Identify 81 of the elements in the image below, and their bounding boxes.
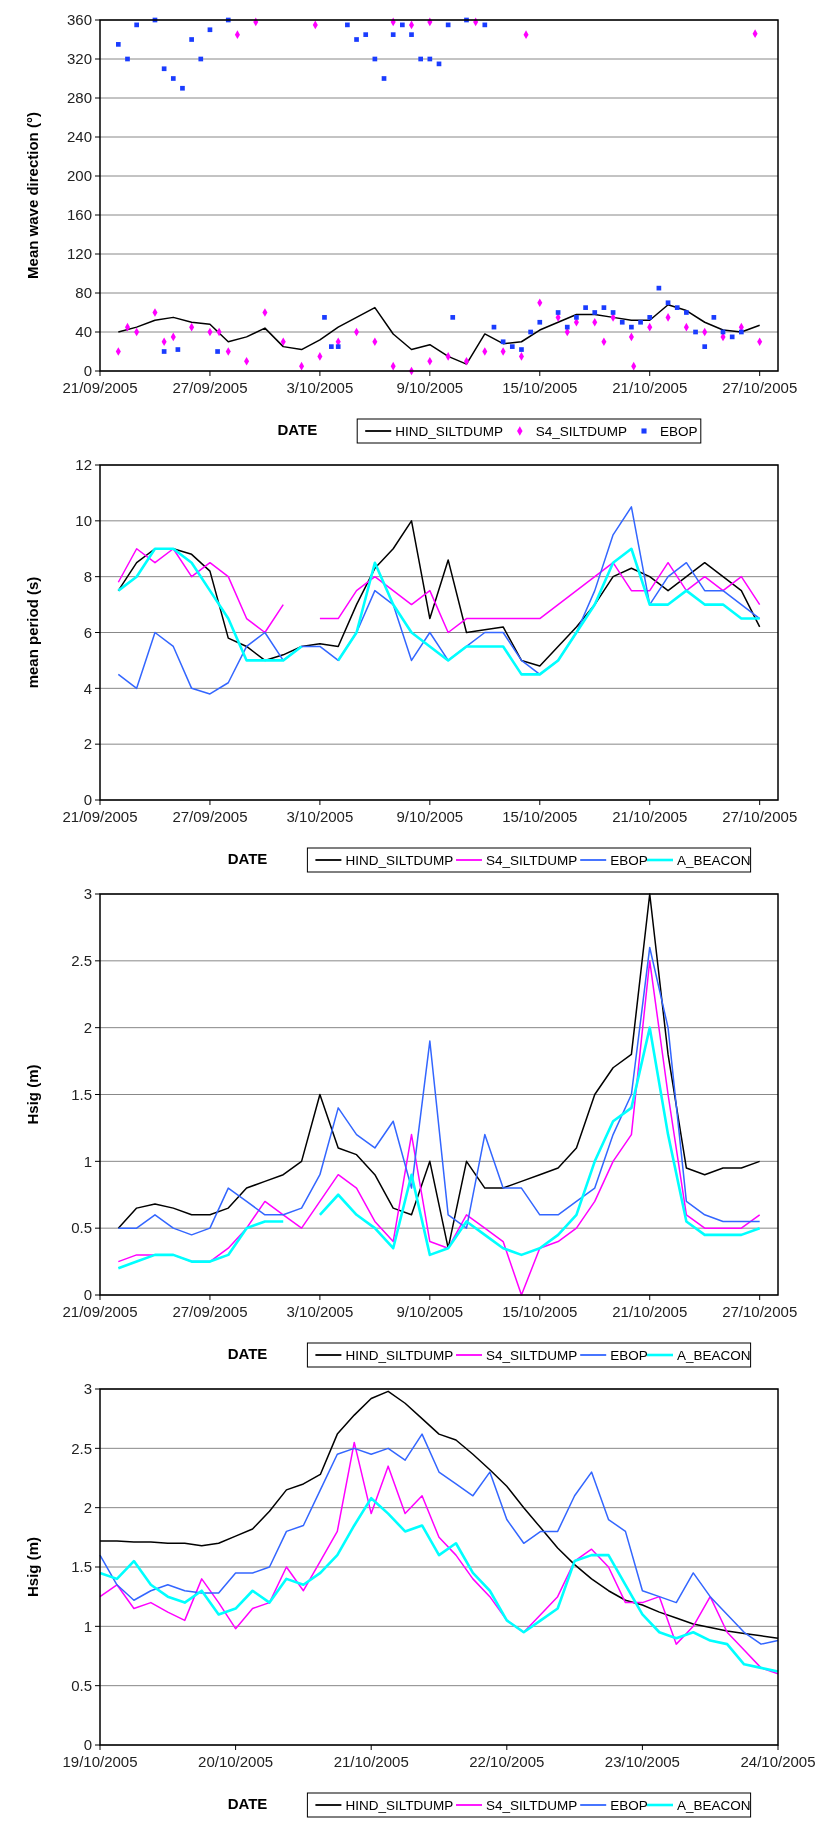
x-tick-label: 27/10/2005	[722, 808, 798, 825]
legend-label: S4_SILTDUMP	[486, 1347, 578, 1363]
y-tick-label: 2.5	[71, 952, 92, 970]
y-tick-label: 1.5	[71, 1085, 92, 1103]
y-tick-label: 0	[83, 362, 92, 380]
x-tick-label: 23/10/2005	[604, 1753, 680, 1770]
y-tick-label: 1	[83, 1152, 92, 1170]
y-tick-label: 2	[83, 735, 92, 753]
x-tick-label: 21/10/2005	[333, 1753, 409, 1770]
x-axis-title: DATE	[277, 421, 318, 438]
legend-label: S4_SILTDUMP	[486, 1797, 578, 1813]
x-axis-title: DATE	[227, 1795, 268, 1812]
y-axis-title: Mean wave direction (°)	[24, 112, 41, 279]
y-axis-title: mean period (s)	[24, 576, 41, 689]
y-tick-label: 120	[66, 245, 92, 263]
legend-label: S4_SILTDUMP	[486, 852, 578, 868]
x-tick-label: 9/10/2005	[396, 379, 464, 396]
x-tick-label: 21/10/2005	[612, 808, 688, 825]
y-tick-label: 160	[66, 206, 92, 224]
x-tick-label: 3/10/2005	[286, 1303, 354, 1320]
y-tick-label: 320	[66, 50, 92, 68]
legend-label: EBOP	[610, 1347, 648, 1363]
x-tick-label: 24/10/2005	[740, 1753, 816, 1770]
x-tick-label: 27/09/2005	[172, 808, 248, 825]
x-tick-label: 27/10/2005	[722, 1303, 798, 1320]
y-tick-label: 6	[83, 623, 92, 641]
y-tick-label: 240	[66, 128, 92, 146]
x-axis-title: DATE	[227, 850, 268, 867]
y-tick-label: 10	[75, 512, 92, 530]
x-tick-label: 15/10/2005	[502, 808, 578, 825]
x-axis-title: DATE	[227, 1345, 268, 1362]
y-axis-title: Hsig (m)	[24, 1064, 41, 1125]
y-tick-label: 0	[83, 1286, 92, 1304]
x-tick-label: 15/10/2005	[502, 1303, 578, 1320]
y-tick-label: 0	[83, 791, 92, 809]
x-tick-label: 21/10/2005	[612, 1303, 688, 1320]
y-tick-label: 360	[66, 11, 92, 29]
x-tick-label: 15/10/2005	[502, 379, 578, 396]
legend-label: EBOP	[660, 423, 698, 439]
y-tick-label: 0.5	[71, 1219, 92, 1237]
legend-label: HIND_SILTDUMP	[395, 423, 503, 439]
legend-label: HIND_SILTDUMP	[345, 852, 454, 868]
y-tick-label: 8	[83, 567, 92, 585]
x-tick-label: 27/10/2005	[722, 379, 798, 396]
x-tick-label: 9/10/2005	[396, 808, 464, 825]
legend-label: EBOP	[610, 1797, 648, 1813]
x-tick-label: 21/10/2005	[612, 379, 688, 396]
y-tick-label: 1	[83, 1617, 92, 1635]
y-tick-label: 4	[83, 679, 92, 697]
legend-label: A_BEACON	[677, 1347, 751, 1363]
x-tick-label: 21/09/2005	[62, 808, 138, 825]
y-tick-label: 2	[83, 1498, 92, 1516]
x-tick-label: 19/10/2005	[62, 1753, 138, 1770]
y-tick-label: 2	[83, 1018, 92, 1036]
x-tick-label: 9/10/2005	[396, 1303, 464, 1320]
x-tick-label: 20/10/2005	[198, 1753, 274, 1770]
x-tick-label: 27/09/2005	[172, 379, 248, 396]
legend-label: A_BEACON	[677, 852, 751, 868]
y-tick-label: 3	[83, 885, 92, 903]
y-tick-label: 200	[66, 167, 92, 185]
legend-label: EBOP	[610, 852, 648, 868]
legend-label: HIND_SILTDUMP	[345, 1347, 454, 1363]
x-tick-label: 3/10/2005	[286, 808, 354, 825]
legend-label: HIND_SILTDUMP	[345, 1797, 454, 1813]
y-tick-label: 12	[75, 456, 92, 474]
y-tick-label: 3	[83, 1380, 92, 1398]
x-tick-label: 21/09/2005	[62, 1303, 138, 1320]
y-tick-label: 2.5	[71, 1439, 92, 1457]
x-tick-label: 27/09/2005	[172, 1303, 248, 1320]
x-tick-label: 21/09/2005	[62, 379, 138, 396]
legend-label: A_BEACON	[677, 1797, 751, 1813]
y-axis-title: Hsig (m)	[24, 1537, 41, 1597]
legend-label: S4_SILTDUMP	[535, 423, 628, 439]
y-tick-label: 0.5	[71, 1676, 92, 1694]
y-tick-label: 40	[75, 323, 92, 341]
y-tick-label: 0	[83, 1736, 92, 1754]
x-tick-label: 3/10/2005	[286, 379, 354, 396]
y-tick-label: 1.5	[71, 1558, 92, 1576]
y-tick-label: 280	[66, 89, 92, 107]
y-tick-label: 80	[75, 284, 92, 302]
x-tick-label: 22/10/2005	[469, 1753, 545, 1770]
